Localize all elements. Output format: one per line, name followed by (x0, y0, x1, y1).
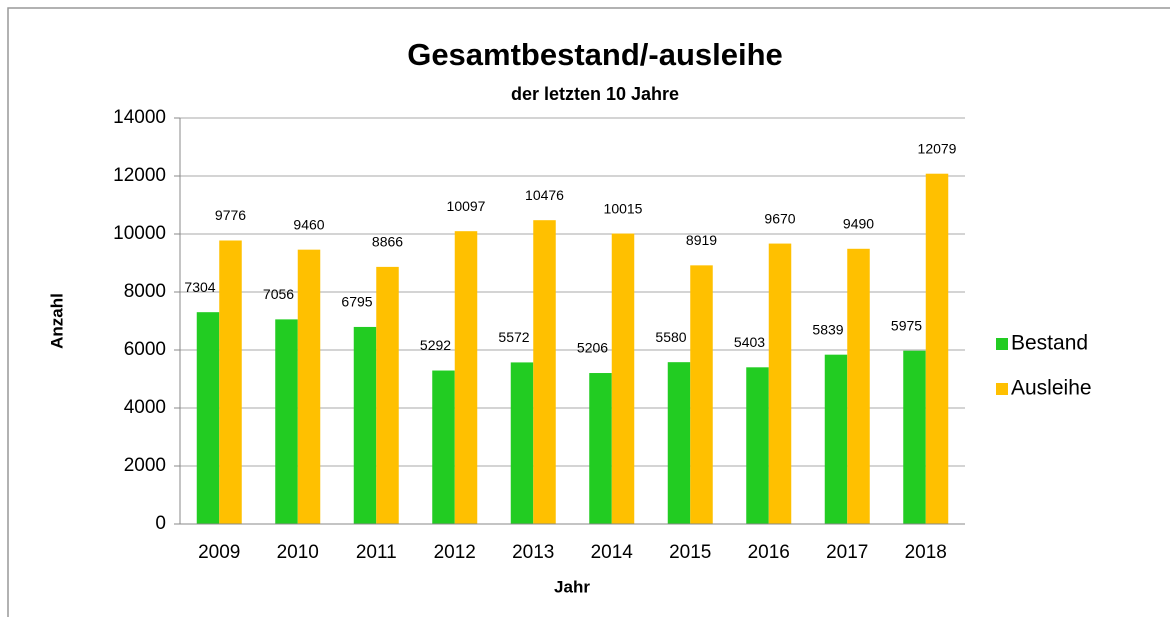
bar (376, 266, 399, 524)
chart-frame (7, 7, 1170, 617)
value-label: 5975 (891, 317, 922, 333)
value-label: 10015 (604, 200, 643, 216)
value-label: 8919 (686, 232, 717, 248)
y-tick-label: 10000 (113, 223, 166, 244)
bar (847, 248, 870, 525)
value-label: 12079 (918, 140, 957, 156)
bar (533, 220, 556, 525)
x-tick-label: 2012 (434, 542, 476, 563)
bar (353, 326, 377, 524)
value-label: 5292 (420, 337, 451, 353)
bar (925, 173, 949, 525)
value-label: 5839 (812, 321, 843, 337)
value-label: 6795 (341, 294, 372, 310)
bar (297, 249, 321, 524)
chart-subtitle: der letzten 10 Jahre (511, 84, 679, 104)
x-tick-label: 2013 (512, 542, 554, 563)
x-axis-label: Jahr (554, 577, 590, 596)
value-label: 5206 (577, 340, 608, 356)
legend-label: Ausleihe (1011, 377, 1092, 400)
x-tick-label: 2015 (669, 542, 711, 563)
legend-swatch (996, 338, 1008, 350)
value-label: 7056 (263, 286, 294, 302)
x-tick-label: 2018 (905, 542, 947, 563)
x-tick-label: 2014 (591, 542, 634, 563)
bar (275, 319, 298, 524)
bar (768, 243, 792, 524)
value-label: 5580 (655, 329, 686, 345)
bar (903, 350, 926, 524)
bar (824, 354, 848, 524)
bar (667, 362, 691, 524)
value-label: 10476 (525, 187, 564, 203)
y-axis-label: Anzahl (47, 293, 66, 349)
value-label: 9460 (293, 216, 324, 232)
bar (454, 231, 478, 524)
y-tick-label: 6000 (124, 339, 166, 360)
y-tick-label: 8000 (124, 281, 166, 302)
chart-title: Gesamtbestand/-ausleihe (407, 37, 783, 72)
value-label: 9670 (764, 210, 795, 226)
bar (589, 373, 612, 524)
value-label: 8866 (372, 234, 403, 250)
value-label: 5403 (734, 334, 765, 350)
x-tick-label: 2011 (356, 542, 397, 563)
bar (196, 312, 220, 524)
bar (690, 265, 713, 524)
x-tick-label: 2017 (826, 542, 868, 563)
legend-label: Bestand (1011, 332, 1088, 355)
bar (219, 240, 242, 524)
bar (611, 233, 635, 524)
y-tick-label: 12000 (113, 165, 166, 186)
y-tick-label: 0 (155, 513, 166, 534)
value-label: 5572 (498, 329, 529, 345)
bar (432, 370, 455, 524)
value-label: 9490 (843, 215, 874, 231)
x-tick-label: 2009 (198, 542, 240, 563)
legend-swatch (996, 383, 1008, 395)
x-tick-label: 2016 (748, 542, 790, 563)
bar (510, 362, 534, 524)
x-tick-label: 2010 (277, 542, 319, 563)
value-label: 10097 (447, 198, 486, 214)
value-label: 9776 (215, 207, 246, 223)
y-tick-label: 14000 (113, 107, 166, 128)
value-label: 7304 (184, 279, 215, 295)
y-tick-label: 2000 (124, 455, 166, 476)
bar (746, 367, 769, 524)
y-tick-label: 4000 (124, 397, 166, 418)
